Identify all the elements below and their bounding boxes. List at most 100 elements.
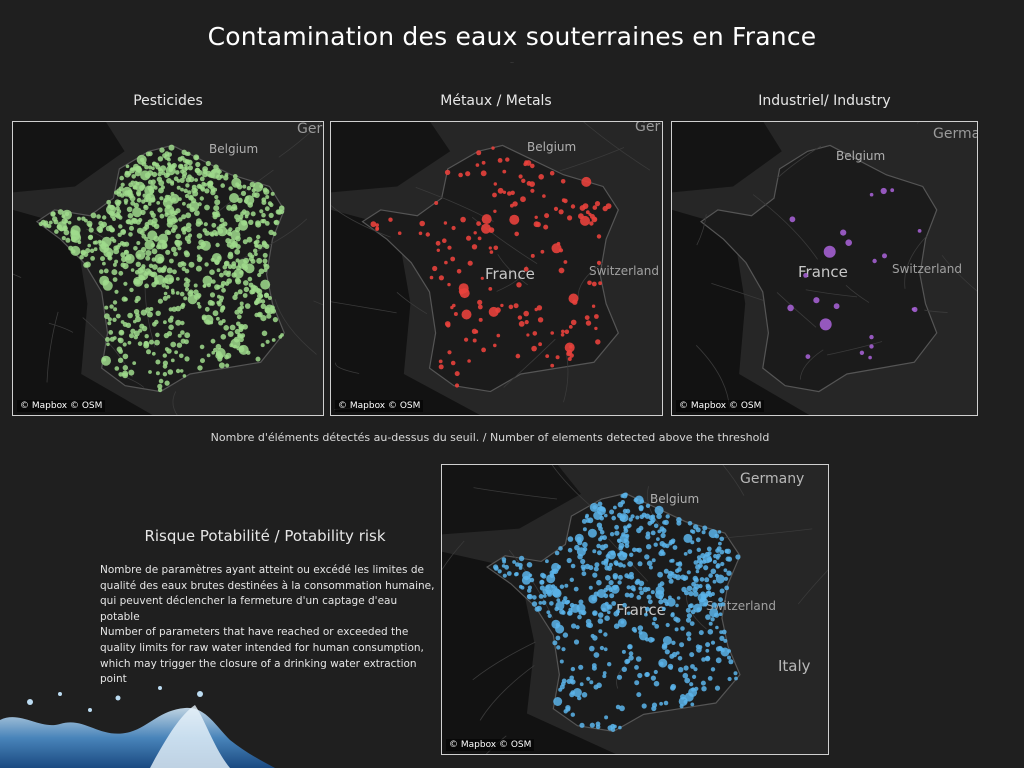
sample-point[interactable]	[735, 554, 741, 560]
sample-point[interactable]	[621, 649, 626, 654]
sample-point[interactable]	[696, 547, 701, 552]
sample-point[interactable]	[686, 631, 692, 637]
sample-point[interactable]	[581, 518, 587, 524]
sample-point[interactable]	[163, 291, 168, 296]
sample-point[interactable]	[481, 223, 491, 234]
sample-point[interactable]	[544, 213, 550, 219]
sample-point[interactable]	[641, 512, 647, 518]
sample-point[interactable]	[271, 338, 276, 342]
sample-point[interactable]	[705, 648, 710, 653]
sample-point[interactable]	[179, 291, 185, 297]
sample-point[interactable]	[429, 275, 434, 280]
sample-point[interactable]	[105, 337, 110, 342]
sample-point[interactable]	[200, 241, 206, 248]
sample-point[interactable]	[266, 313, 272, 319]
sample-point[interactable]	[276, 209, 283, 215]
sample-point[interactable]	[701, 530, 706, 535]
sample-point[interactable]	[593, 566, 599, 572]
sample-point[interactable]	[149, 210, 155, 216]
sample-point[interactable]	[675, 568, 680, 573]
sample-point[interactable]	[221, 319, 226, 323]
sample-point[interactable]	[147, 202, 152, 206]
sample-point[interactable]	[235, 258, 240, 263]
sample-point[interactable]	[697, 593, 707, 603]
sample-point[interactable]	[62, 209, 72, 220]
sample-point[interactable]	[687, 521, 693, 526]
sample-point[interactable]	[166, 194, 172, 200]
sample-point[interactable]	[686, 570, 691, 575]
sample-point[interactable]	[618, 542, 625, 549]
sample-point[interactable]	[153, 223, 160, 230]
sample-point[interactable]	[180, 187, 184, 192]
sample-point[interactable]	[229, 324, 236, 331]
sample-point[interactable]	[563, 596, 568, 601]
sample-point[interactable]	[574, 533, 584, 543]
sample-point[interactable]	[255, 356, 261, 362]
potability-map[interactable]: Germany Belgium France Switzerland Italy…	[441, 464, 829, 755]
sample-point[interactable]	[634, 680, 640, 686]
sample-point[interactable]	[147, 186, 153, 191]
sample-point[interactable]	[819, 318, 832, 331]
sample-point[interactable]	[442, 238, 447, 243]
sample-point[interactable]	[88, 227, 94, 233]
pesticides-dots[interactable]	[38, 144, 285, 393]
sample-point[interactable]	[680, 626, 685, 631]
sample-point[interactable]	[240, 211, 245, 216]
sample-point[interactable]	[607, 662, 612, 667]
sample-point[interactable]	[628, 517, 633, 522]
sample-point[interactable]	[532, 331, 538, 336]
sample-point[interactable]	[638, 586, 643, 591]
sample-point[interactable]	[602, 671, 607, 675]
sample-point[interactable]	[539, 579, 545, 585]
sample-point[interactable]	[665, 622, 670, 628]
sample-point[interactable]	[182, 166, 188, 173]
sample-point[interactable]	[813, 297, 820, 304]
sample-point[interactable]	[159, 213, 165, 219]
sample-point[interactable]	[690, 540, 695, 545]
sample-point[interactable]	[560, 333, 565, 337]
sample-point[interactable]	[79, 254, 84, 260]
sample-point[interactable]	[145, 255, 151, 261]
sample-point[interactable]	[107, 321, 112, 326]
sample-point[interactable]	[159, 196, 164, 201]
sample-point[interactable]	[242, 239, 248, 245]
sample-point[interactable]	[236, 321, 241, 327]
sample-point[interactable]	[244, 303, 251, 309]
sample-point[interactable]	[183, 296, 188, 301]
sample-point[interactable]	[246, 186, 252, 191]
sample-point[interactable]	[143, 204, 148, 209]
sample-point[interactable]	[593, 652, 600, 658]
map-credit[interactable]: © Mapbox © OSM	[446, 739, 535, 751]
sample-point[interactable]	[444, 169, 451, 176]
sample-point[interactable]	[128, 182, 134, 188]
sample-point[interactable]	[639, 499, 645, 504]
sample-point[interactable]	[196, 233, 203, 239]
sample-point[interactable]	[157, 387, 163, 393]
sample-point[interactable]	[580, 215, 590, 226]
sample-point[interactable]	[112, 317, 117, 322]
sample-point[interactable]	[500, 303, 504, 308]
sample-point[interactable]	[184, 268, 190, 274]
sample-point[interactable]	[127, 312, 133, 319]
sample-point[interactable]	[207, 299, 214, 306]
sample-point[interactable]	[109, 304, 114, 309]
sample-point[interactable]	[166, 267, 173, 274]
sample-point[interactable]	[687, 549, 693, 554]
sample-point[interactable]	[598, 526, 603, 532]
sample-point[interactable]	[653, 542, 658, 547]
sample-point[interactable]	[168, 144, 175, 151]
sample-point[interactable]	[154, 319, 159, 325]
sample-point[interactable]	[695, 537, 701, 543]
sample-point[interactable]	[869, 344, 874, 349]
sample-point[interactable]	[170, 181, 175, 186]
sample-point[interactable]	[513, 572, 519, 577]
sample-point[interactable]	[565, 706, 571, 712]
sample-point[interactable]	[127, 213, 134, 219]
sample-point[interactable]	[120, 182, 125, 187]
sample-point[interactable]	[101, 236, 112, 247]
sample-point[interactable]	[48, 220, 53, 225]
sample-point[interactable]	[214, 260, 220, 265]
sample-point[interactable]	[166, 294, 171, 299]
sample-point[interactable]	[597, 550, 602, 556]
sample-point[interactable]	[238, 327, 244, 333]
